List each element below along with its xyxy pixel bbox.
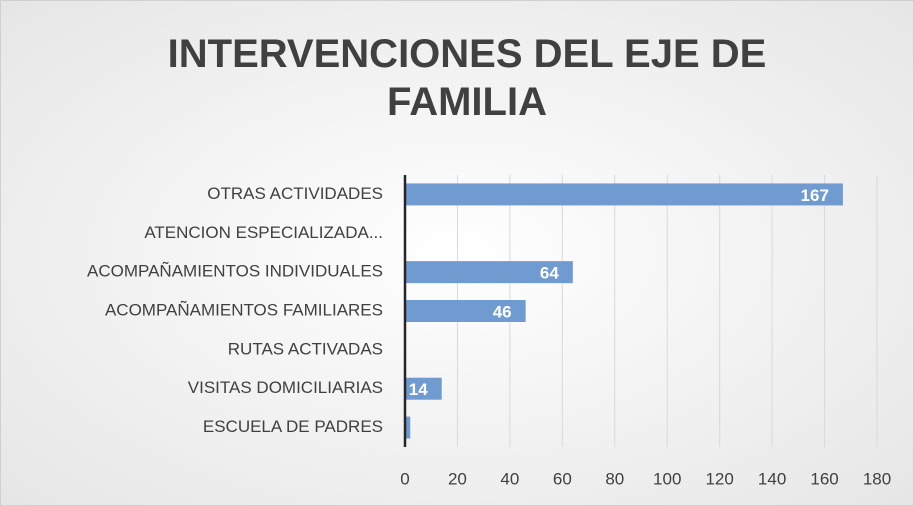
bar xyxy=(405,261,573,284)
y-tick-label: ATENCION ESPECIALIZADA... xyxy=(144,223,383,242)
x-tick-label: 140 xyxy=(758,469,786,488)
y-tick-label: RUTAS ACTIVADAS xyxy=(228,339,383,358)
data-label: 167 xyxy=(801,186,829,205)
data-label: 46 xyxy=(493,302,512,321)
y-tick-label: OTRAS ACTIVIDADES xyxy=(207,184,383,203)
bar xyxy=(405,377,442,400)
x-tick-label: 180 xyxy=(863,469,891,488)
x-tick-label: 20 xyxy=(448,469,467,488)
x-tick-label: 100 xyxy=(653,469,681,488)
data-label: 64 xyxy=(540,264,559,283)
x-tick-label: 40 xyxy=(500,469,519,488)
y-tick-label: VISITAS DOMICILIARIAS xyxy=(188,378,383,397)
x-tick-label: 160 xyxy=(810,469,838,488)
bar xyxy=(405,300,526,322)
chart-title: INTERVENCIONES DEL EJE DE FAMILIA xyxy=(167,32,767,124)
x-tick-label: 120 xyxy=(705,469,733,488)
y-tick-label: ACOMPAÑAMIENTOS FAMILIARES xyxy=(105,300,383,319)
x-tick-label: 80 xyxy=(605,469,624,488)
y-tick-label: ACOMPAÑAMIENTOS INDIVIDUALES xyxy=(87,262,383,281)
bar xyxy=(405,183,843,206)
data-label: 14 xyxy=(409,380,428,399)
x-tick-label: 60 xyxy=(553,469,572,488)
y-tick-label: ESCUELA DE PADRES xyxy=(203,417,383,436)
x-tick-label: 0 xyxy=(400,469,409,488)
bar xyxy=(405,416,411,439)
